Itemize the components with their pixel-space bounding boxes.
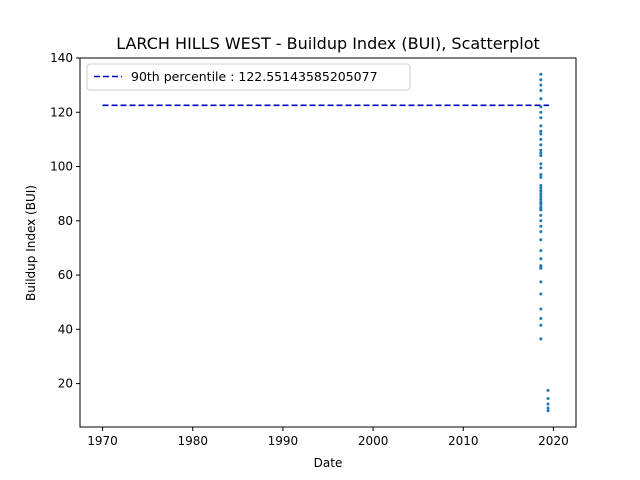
data-point: [539, 116, 543, 120]
data-point: [539, 166, 543, 170]
plot-frame: [79, 57, 577, 428]
data-point: [539, 110, 543, 114]
data-point: [539, 323, 543, 327]
legend-entry-label: 90th percentile : 122.55143585205077: [131, 69, 378, 84]
data-point: [539, 132, 543, 136]
y-tick-label: 60: [58, 268, 73, 282]
legend-box: [86, 63, 411, 91]
data-point: [539, 173, 543, 177]
data-point: [539, 316, 543, 320]
data-point: [539, 249, 543, 253]
data-point: [539, 83, 543, 87]
x-tick-label: 2000: [358, 434, 389, 448]
y-tick-label: 40: [58, 322, 73, 336]
x-axis: 1970 1980 1990 2000 2010 2020: [87, 427, 569, 448]
data-point: [539, 184, 543, 188]
data-point: [539, 129, 543, 133]
data-points: [539, 72, 550, 413]
data-point: [539, 124, 543, 128]
data-point: [539, 154, 543, 158]
data-point: [539, 266, 543, 270]
data-point: [539, 201, 543, 205]
data-point: [539, 219, 543, 223]
data-point: [546, 388, 550, 392]
data-point: [546, 397, 550, 401]
data-point: [539, 137, 543, 141]
y-axis: 20 40 60 80 100 120 140: [50, 51, 80, 391]
data-point: [539, 224, 543, 228]
y-tick-label: 100: [50, 160, 73, 174]
data-point: [539, 213, 543, 217]
y-tick-label: 20: [58, 377, 73, 391]
data-point: [539, 186, 543, 190]
y-tick-label: 120: [50, 105, 73, 119]
x-axis-label: Date: [314, 456, 343, 470]
x-tick-label: 2020: [538, 434, 569, 448]
data-point: [539, 230, 543, 234]
x-tick-label: 1990: [268, 434, 299, 448]
data-point: [539, 72, 543, 76]
data-point: [546, 402, 550, 406]
data-point: [546, 409, 550, 413]
data-point: [539, 307, 543, 311]
data-point: [539, 292, 543, 296]
y-tick-label: 80: [58, 214, 73, 228]
data-point: [539, 148, 543, 152]
data-point: [539, 194, 543, 198]
data-point: [539, 208, 543, 212]
data-point: [539, 143, 543, 147]
data-point: [539, 280, 543, 284]
x-tick-label: 2010: [448, 434, 479, 448]
data-point: [539, 151, 543, 155]
data-point: [539, 197, 543, 201]
data-point: [539, 257, 543, 261]
data-point: [539, 162, 543, 166]
data-point: [539, 175, 543, 179]
data-point: [539, 97, 543, 101]
data-point: [546, 406, 550, 410]
data-point: [539, 78, 543, 82]
data-point: [539, 189, 543, 193]
data-point: [539, 238, 543, 242]
legend: 90th percentile : 122.55143585205077: [86, 63, 411, 91]
y-axis-label: Buildup Index (BUI): [24, 185, 38, 301]
y-tick-label: 140: [50, 51, 73, 65]
data-point: [539, 337, 543, 341]
x-tick-label: 1970: [87, 434, 118, 448]
x-tick-label: 1980: [177, 434, 208, 448]
data-point: [539, 105, 543, 109]
chart-title: LARCH HILLS WEST - Buildup Index (BUI), …: [116, 34, 540, 53]
data-point: [539, 192, 543, 196]
data-point: [539, 89, 543, 93]
